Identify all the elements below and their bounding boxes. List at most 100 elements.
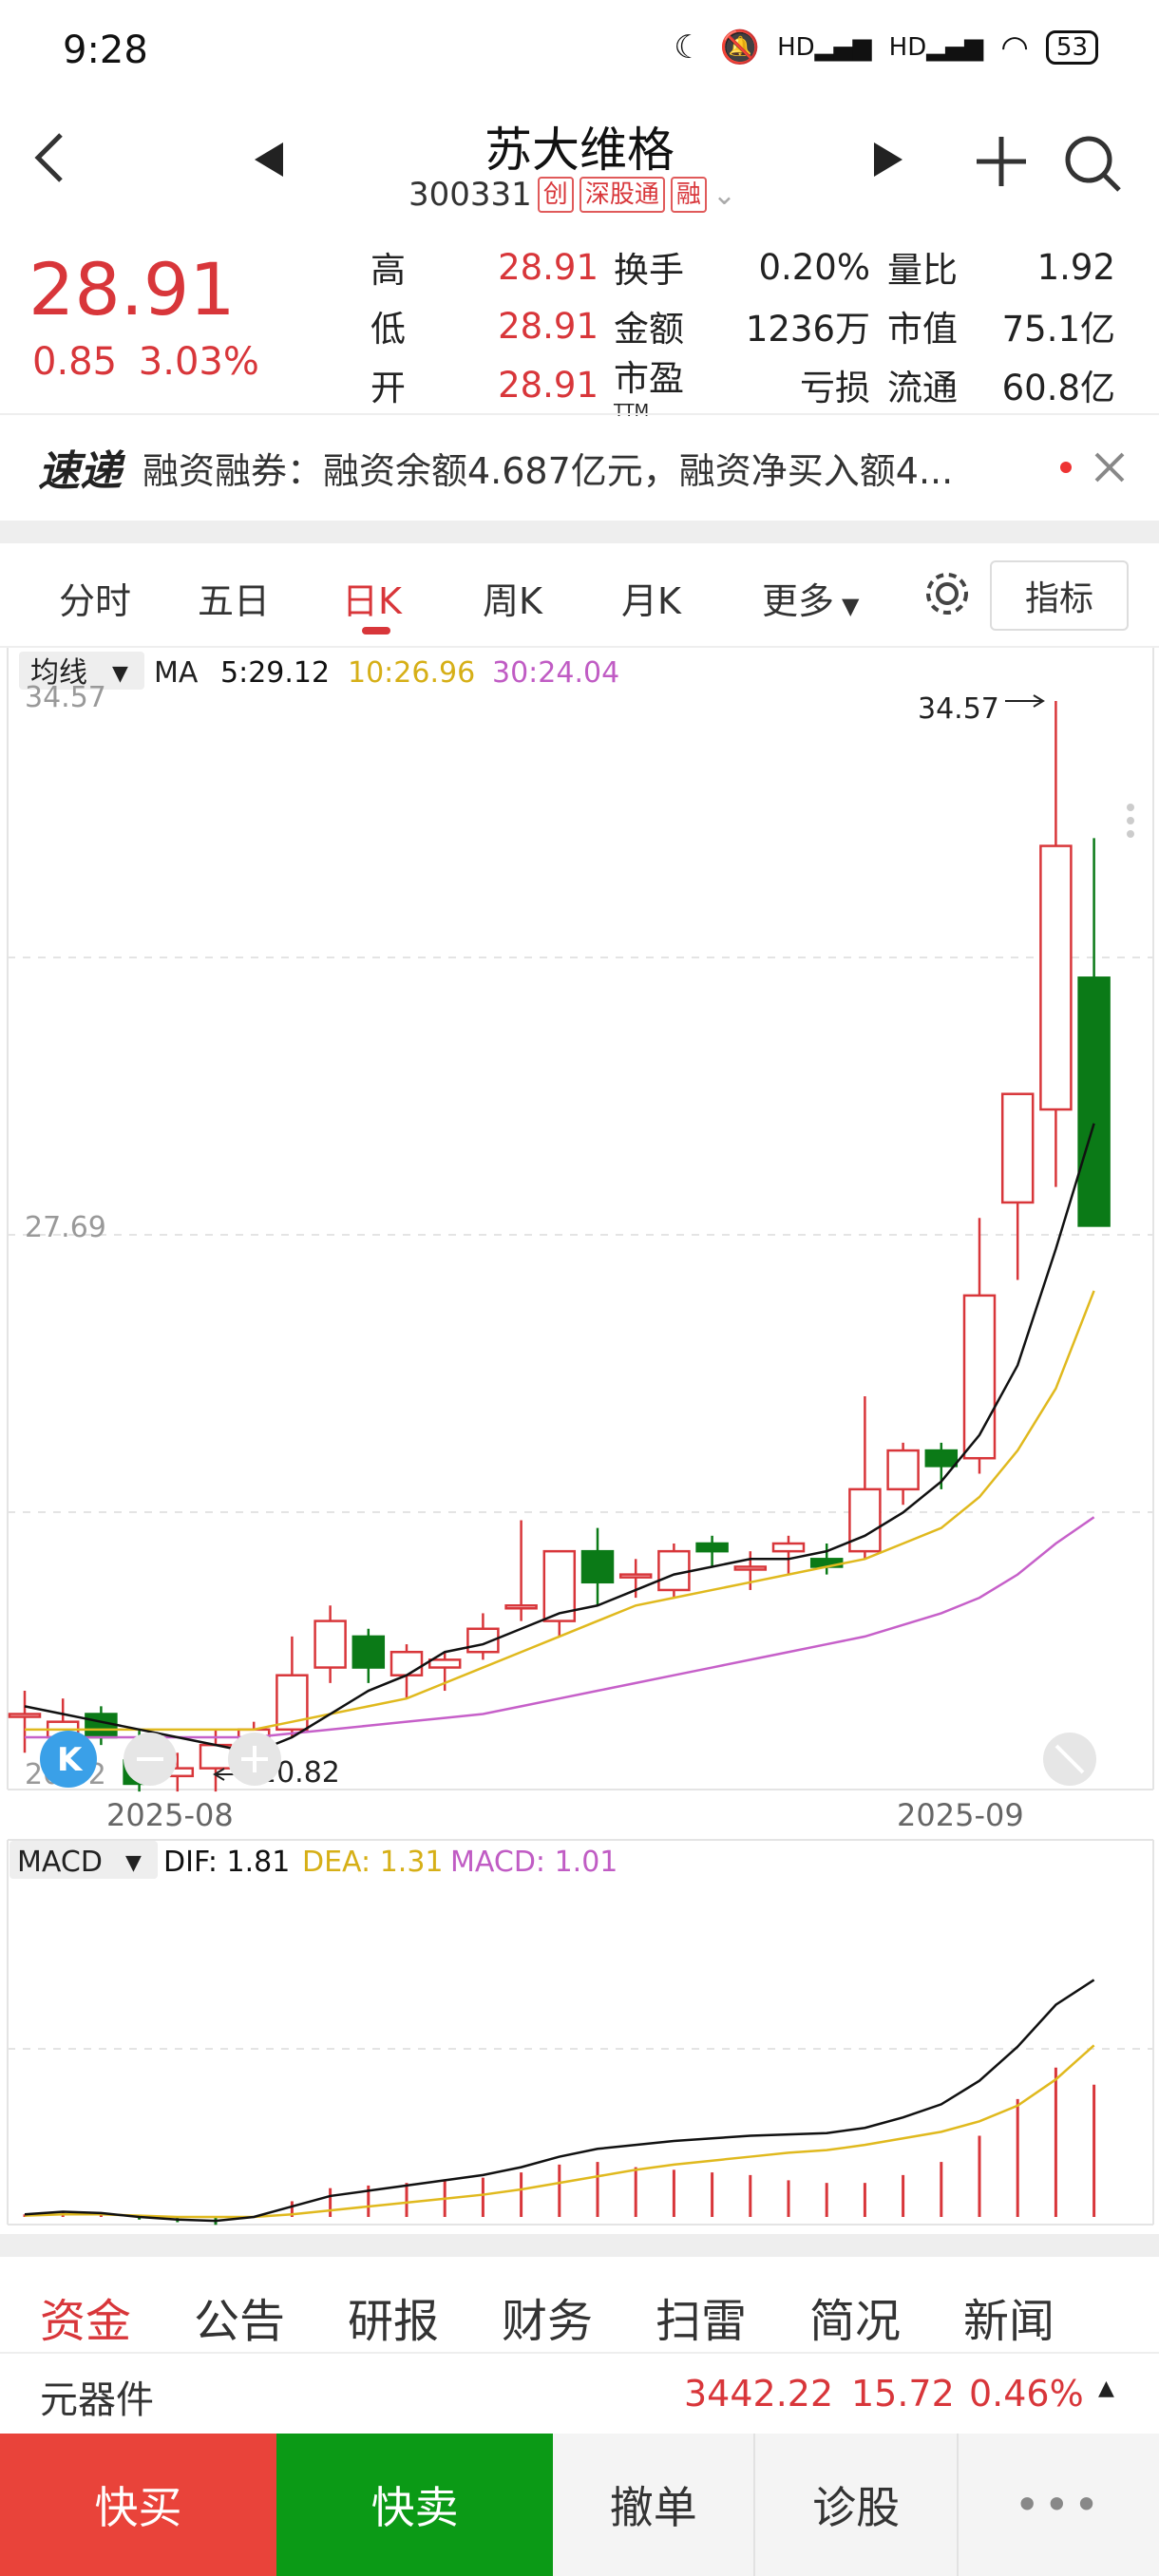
tab-research[interactable]: 研报 xyxy=(348,2295,440,2348)
k-letter: K xyxy=(57,1741,84,1779)
drag-handle-icon[interactable] xyxy=(1127,804,1134,811)
tab-overview[interactable]: 简况 xyxy=(809,2295,902,2348)
next-stock-button[interactable] xyxy=(870,139,908,184)
value-float-cap: 60.8亿 xyxy=(1001,368,1115,408)
quick-buy-button[interactable]: 快买 xyxy=(0,2434,277,2576)
tab-news[interactable]: 新闻 xyxy=(963,2295,1055,2348)
value-turnover: 0.20% xyxy=(758,246,870,288)
tab-underline xyxy=(362,627,390,635)
settings-gear-icon[interactable] xyxy=(922,568,973,619)
candle-body xyxy=(314,1619,347,1669)
value-high: 28.91 xyxy=(498,246,598,288)
caret-up-icon: ▲ xyxy=(1098,2377,1114,2400)
kline-chart[interactable]: 均线 ▼ MA 5:29.12 10:26.96 30:24.04 34.57 … xyxy=(0,648,1159,2253)
tab-more[interactable]: 更多 ▼ xyxy=(762,572,859,624)
signal-icon-2: HD▂▄▆ xyxy=(888,33,984,62)
tab-five-day[interactable]: 五日 xyxy=(198,580,271,622)
candle-body xyxy=(695,1542,729,1553)
info-tabs: 资金 公告 研报 财务 扫雷 简况 新闻 xyxy=(0,2257,1159,2352)
candle-body xyxy=(962,1294,997,1460)
tag-chuang: 创 xyxy=(537,177,574,213)
ma30-value: 30:24.04 xyxy=(492,656,619,690)
search-button[interactable] xyxy=(1062,133,1123,198)
ma-selector-bg[interactable] xyxy=(19,652,144,690)
change-value: 0.85 xyxy=(32,340,118,384)
tab-announcements[interactable]: 公告 xyxy=(194,2295,286,2348)
candles xyxy=(8,701,1111,1792)
candle-body xyxy=(542,1549,577,1622)
x-label-sep: 2025-09 xyxy=(897,1797,1024,1833)
candle-body xyxy=(848,1487,882,1553)
indicator-button[interactable]: 指标 xyxy=(990,560,1129,631)
quote-row-low: 低 28.91 金额 1236万 市值 75.1亿 xyxy=(370,296,1130,355)
tab-funds[interactable]: 资金 xyxy=(40,2295,132,2348)
caret-down-icon: ▼ xyxy=(112,662,128,686)
quick-sell-button[interactable]: 快卖 xyxy=(276,2434,554,2576)
stock-code: 300331 xyxy=(408,176,532,214)
change-pct: 3.03% xyxy=(138,340,259,384)
more-actions-button[interactable]: ••• xyxy=(958,2434,1159,2576)
stock-title: 苏大维格 xyxy=(484,123,674,178)
ma10-value: 10:26.96 xyxy=(348,656,475,690)
stock-code-line: 300331 创 深股通 融 ⌄ xyxy=(408,176,736,214)
candle-body xyxy=(657,1549,691,1592)
divider xyxy=(0,413,1159,415)
sector-pct: 0.46% xyxy=(969,2373,1084,2415)
tab-weekly-k[interactable]: 周K xyxy=(483,580,542,622)
caret-down-icon: ▼ xyxy=(125,1851,142,1875)
candle-body xyxy=(618,1573,653,1579)
dif-line xyxy=(24,1979,1095,2223)
moon-icon: ☾ xyxy=(674,28,703,66)
label-turnover: 换手 xyxy=(614,250,684,291)
candle-body xyxy=(428,1658,462,1669)
macd-chart xyxy=(23,1979,1096,2226)
tab-monthly-k[interactable]: 月K xyxy=(621,580,681,622)
label-amount: 金额 xyxy=(614,309,684,350)
candle-body xyxy=(390,1650,424,1676)
close-icon[interactable] xyxy=(1091,448,1129,486)
ma-selector[interactable]: 均线 xyxy=(30,656,87,690)
macd-selector-bg[interactable] xyxy=(10,1841,158,1879)
diagnose-button[interactable]: 诊股 xyxy=(755,2434,959,2576)
candle-body xyxy=(580,1549,615,1584)
drag-handle-icon[interactable] xyxy=(1127,830,1134,838)
news-text[interactable]: 融资融券：融资余额4.687亿元，融资净买入额4... xyxy=(142,449,954,492)
k-button-icon[interactable] xyxy=(40,1731,97,1788)
candle-body xyxy=(8,1713,42,1718)
candle-body xyxy=(733,1565,768,1571)
value-pe: 亏损 xyxy=(800,368,870,408)
candle-body xyxy=(771,1542,806,1553)
price-change: 0.85 3.03% xyxy=(32,340,259,384)
drag-handle-icon[interactable] xyxy=(1127,817,1134,824)
chevron-down-icon[interactable]: ⌄ xyxy=(712,178,736,212)
quote-row-high: 高 28.91 换手 0.20% 量比 1.92 xyxy=(370,237,1130,296)
back-button[interactable] xyxy=(30,129,68,190)
current-price: 28.91 xyxy=(28,247,236,331)
add-watchlist-button[interactable] xyxy=(973,133,1030,194)
prev-stock-button[interactable] xyxy=(249,139,287,184)
candle-body xyxy=(1000,1092,1035,1204)
status-icons: ☾ 🔕 HD▂▄▆ HD▂▄▆ ◠ 53 xyxy=(674,28,1098,66)
cancel-order-button[interactable]: 撤单 xyxy=(553,2434,756,2576)
tab-financials[interactable]: 财务 xyxy=(502,2295,594,2348)
news-ticker[interactable]: 速递 融资融券：融资余额4.687亿元，融资净买入额4... xyxy=(0,416,1159,519)
battery-icon: 53 xyxy=(1045,30,1098,65)
action-bar: 快买 快卖 撤单 诊股 ••• xyxy=(0,2434,1159,2576)
high-annotation: 34.57 xyxy=(918,692,999,726)
ma-prefix: MA xyxy=(154,656,199,690)
tab-daily-k[interactable]: 日K xyxy=(342,580,402,622)
status-bar: 9:28 ☾ 🔕 HD▂▄▆ HD▂▄▆ ◠ 53 xyxy=(0,0,1159,104)
tab-risk-scan[interactable]: 扫雷 xyxy=(656,2295,748,2348)
macd-selector[interactable]: MACD xyxy=(17,1846,103,1879)
sector-name: 元器件 xyxy=(40,2378,154,2422)
x-label-aug: 2025-08 xyxy=(106,1797,234,1833)
ma30-line xyxy=(25,1516,1095,1739)
sector-index-row[interactable]: 元器件 3442.22 15.72 0.46% ▲ xyxy=(0,2352,1159,2434)
value-low: 28.91 xyxy=(498,305,598,347)
label-pe-text: 市盈 xyxy=(614,357,684,399)
sector-value: 3442.22 xyxy=(684,2373,834,2415)
label-float-cap: 流通 xyxy=(887,368,958,408)
wifi-icon: ◠ xyxy=(1000,28,1029,66)
high-arrow-head xyxy=(1033,694,1045,708)
tab-intraday[interactable]: 分时 xyxy=(59,580,132,622)
